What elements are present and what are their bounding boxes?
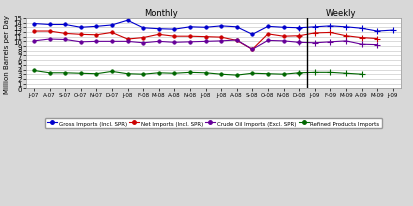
Net Imports (Incl. SPR) [47,31,52,33]
Crude Oil Imports (Excl. SPR) [266,40,271,42]
Gross Imports (Incl. SPR) [78,27,83,29]
Refined Products Imports [203,72,208,75]
Refined Products Imports [156,72,161,75]
Net Imports (Incl. SPR) [234,40,239,42]
Gross Imports (Incl. SPR) [234,26,239,29]
Refined Products Imports [281,74,286,76]
Crude Oil Imports (Excl. SPR) [78,41,83,44]
Text: Weekly: Weekly [325,9,356,18]
Crude Oil Imports (Excl. SPR) [250,49,255,51]
Crude Oil Imports (Excl. SPR) [188,41,192,44]
Net Imports (Incl. SPR) [156,34,161,36]
Gross Imports (Incl. SPR) [94,26,99,28]
Gross Imports (Incl. SPR) [63,24,68,27]
Refined Products Imports [218,74,223,76]
Refined Products Imports [125,73,130,76]
Crude Oil Imports (Excl. SPR) [63,39,68,42]
Gross Imports (Incl. SPR) [47,24,52,27]
Legend: Gross Imports (Incl. SPR), Net Imports (Incl. SPR), Crude Oil Imports (Excl. SPR: Gross Imports (Incl. SPR), Net Imports (… [45,119,382,128]
Refined Products Imports [109,71,114,73]
Gross Imports (Incl. SPR) [156,28,161,31]
Net Imports (Incl. SPR) [94,34,99,37]
Net Imports (Incl. SPR) [188,36,192,38]
Line: Gross Imports (Incl. SPR): Gross Imports (Incl. SPR) [32,19,301,37]
Crude Oil Imports (Excl. SPR) [31,40,36,43]
Net Imports (Incl. SPR) [63,33,68,35]
Line: Net Imports (Incl. SPR): Net Imports (Incl. SPR) [32,30,301,52]
Gross Imports (Incl. SPR) [31,23,36,26]
Crude Oil Imports (Excl. SPR) [297,42,301,44]
Refined Products Imports [94,73,99,76]
Net Imports (Incl. SPR) [203,36,208,39]
Refined Products Imports [47,72,52,75]
Gross Imports (Incl. SPR) [172,29,177,31]
Crude Oil Imports (Excl. SPR) [203,41,208,43]
Net Imports (Incl. SPR) [78,34,83,36]
Net Imports (Incl. SPR) [109,32,114,35]
Net Imports (Incl. SPR) [141,37,146,40]
Net Imports (Incl. SPR) [250,49,255,51]
Gross Imports (Incl. SPR) [188,26,192,29]
Refined Products Imports [31,70,36,72]
Gross Imports (Incl. SPR) [297,27,301,30]
Text: Monthly: Monthly [144,9,178,18]
Refined Products Imports [63,72,68,75]
Gross Imports (Incl. SPR) [218,26,223,28]
Gross Imports (Incl. SPR) [250,34,255,36]
Refined Products Imports [250,73,255,75]
Crude Oil Imports (Excl. SPR) [218,40,223,43]
Crude Oil Imports (Excl. SPR) [234,40,239,42]
Refined Products Imports [141,74,146,76]
Refined Products Imports [78,73,83,75]
Net Imports (Incl. SPR) [125,39,130,41]
Refined Products Imports [266,73,271,76]
Net Imports (Incl. SPR) [218,37,223,39]
Crude Oil Imports (Excl. SPR) [47,39,52,41]
Crude Oil Imports (Excl. SPR) [172,42,177,44]
Refined Products Imports [297,72,301,75]
Crude Oil Imports (Excl. SPR) [125,41,130,43]
Net Imports (Incl. SPR) [297,35,301,38]
Crude Oil Imports (Excl. SPR) [281,40,286,43]
Line: Refined Products Imports: Refined Products Imports [32,69,301,77]
Line: Crude Oil Imports (Excl. SPR): Crude Oil Imports (Excl. SPR) [32,38,301,52]
Crude Oil Imports (Excl. SPR) [94,41,99,43]
Net Imports (Incl. SPR) [172,36,177,38]
Gross Imports (Incl. SPR) [203,27,208,29]
Refined Products Imports [234,75,239,77]
Net Imports (Incl. SPR) [281,36,286,38]
Refined Products Imports [188,72,192,74]
Refined Products Imports [172,73,177,75]
Crude Oil Imports (Excl. SPR) [109,41,114,43]
Crude Oil Imports (Excl. SPR) [141,42,146,45]
Net Imports (Incl. SPR) [266,33,271,36]
Gross Imports (Incl. SPR) [141,27,146,30]
Net Imports (Incl. SPR) [31,31,36,33]
Gross Imports (Incl. SPR) [109,25,114,27]
Gross Imports (Incl. SPR) [266,26,271,28]
Crude Oil Imports (Excl. SPR) [156,41,161,43]
Gross Imports (Incl. SPR) [125,20,130,22]
Gross Imports (Incl. SPR) [281,27,286,29]
Y-axis label: Million Barrels per Day: Million Barrels per Day [4,14,10,93]
